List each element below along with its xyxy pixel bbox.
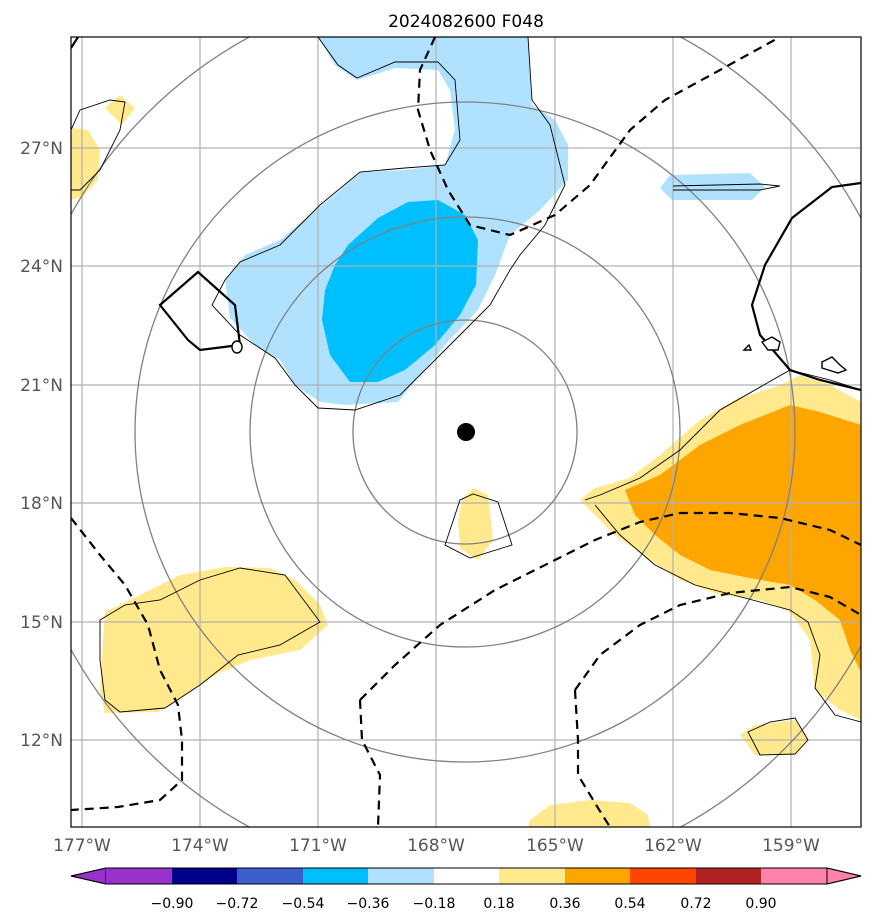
island-small-west (231, 340, 243, 354)
map-area (71, 37, 861, 827)
anomaly-yellow-nw-small (105, 95, 135, 125)
colorbar-extend-low (70, 867, 107, 885)
colorbar-swatch (499, 868, 565, 884)
anomaly-orange-east (625, 405, 861, 672)
lat-tick-label: 18°N (20, 494, 63, 514)
storm-center-marker (457, 423, 475, 441)
colorbar-label: 0.72 (680, 896, 711, 912)
anomaly-yellow-south (528, 800, 650, 827)
colorbar-swatch (237, 868, 303, 884)
colorbar-swatch (696, 868, 761, 884)
colorbar-outline (70, 867, 862, 885)
anomaly-light-blue-east (660, 173, 765, 200)
colorbar-labels: −0.90 −0.72 −0.54 −0.36 −0.18 0.18 0.36 … (151, 896, 777, 912)
islands (231, 336, 848, 374)
colorbar-swatch (172, 868, 237, 884)
colorbar-label: −0.54 (282, 896, 325, 912)
latitude-labels: 27°N 24°N 21°N 18°N 15°N 12°N (20, 139, 63, 751)
anomaly-yellow-se-small (740, 720, 808, 755)
lat-tick-label: 21°N (20, 376, 63, 396)
map-title: 2024082600 F048 (388, 12, 544, 32)
colorbar-label: 0.54 (614, 896, 645, 912)
graticule-grid (71, 37, 861, 827)
colorbar-label: −0.18 (413, 896, 456, 912)
lon-tick-label: 162°W (644, 836, 702, 856)
colorbar-label: −0.72 (216, 896, 259, 912)
lat-tick-label: 24°N (20, 257, 63, 277)
island-east-3 (821, 356, 848, 374)
longitude-labels: 177°W 174°W 171°W 168°W 165°W 162°W 159°… (53, 836, 820, 856)
colorbar-swatch (303, 868, 368, 884)
lon-tick-label: 177°W (53, 836, 111, 856)
anomaly-yellow-sw (100, 567, 328, 713)
lon-tick-label: 159°W (762, 836, 820, 856)
lon-tick-label: 171°W (289, 836, 347, 856)
colorbar-swatch (630, 868, 696, 884)
colorbar-extend-high (826, 867, 862, 885)
colorbar-swatch (565, 868, 630, 884)
colorbar-swatch (106, 868, 172, 884)
lat-tick-label: 27°N (20, 139, 63, 159)
dashed-contours (71, 37, 861, 827)
colorbar-label: −0.36 (347, 896, 390, 912)
island-east-2 (742, 343, 753, 351)
map-frame (70, 36, 862, 828)
colorbar-label: 0.90 (745, 896, 776, 912)
lon-tick-label: 165°W (526, 836, 584, 856)
lat-tick-label: 12°N (20, 731, 63, 751)
colorbar-swatch (761, 868, 827, 884)
range-rings (71, 37, 861, 827)
anomaly-yellow-nw-corner (71, 128, 100, 200)
island-east-1 (760, 336, 781, 351)
lon-tick-label: 168°W (407, 836, 465, 856)
colorbar-label: 0.18 (483, 896, 514, 912)
lon-tick-label: 174°W (171, 836, 229, 856)
lat-tick-label: 15°N (20, 613, 63, 633)
colorbar-label: 0.36 (549, 896, 580, 912)
colorbar: −0.90 −0.72 −0.54 −0.36 −0.18 0.18 0.36 … (70, 867, 862, 912)
colorbar-label: −0.90 (151, 896, 194, 912)
colorbar-swatch (368, 868, 434, 884)
thin-contours (71, 37, 861, 756)
colorbar-swatch (434, 868, 499, 884)
anomaly-blue-core (322, 200, 478, 382)
